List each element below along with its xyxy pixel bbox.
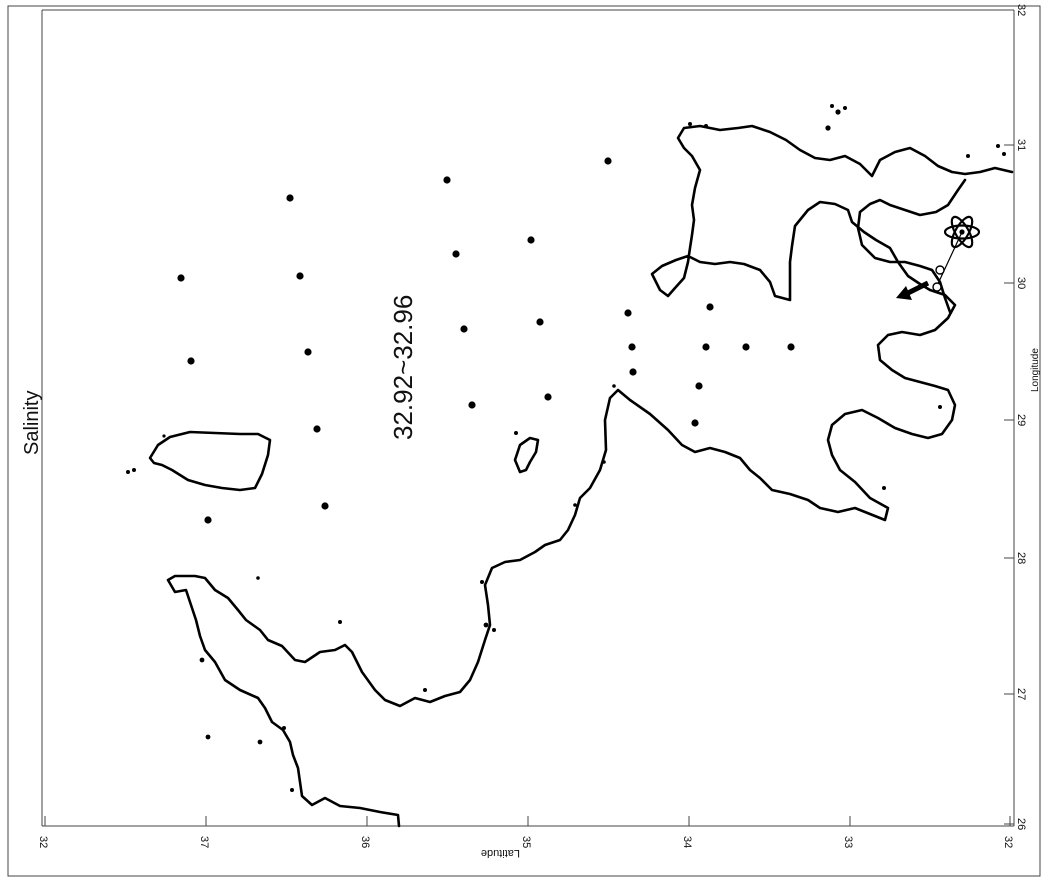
arrow-icon [896, 280, 930, 300]
station-point [321, 502, 329, 510]
y-tick-label: 30 [1015, 277, 1027, 289]
map-title: Salinity [21, 391, 43, 455]
x-tick-label: 35 [520, 836, 532, 848]
station-point [286, 194, 294, 202]
x-axis-tick-labels: 32 37 36 35 34 33 32 [37, 836, 1014, 848]
x-tick-label: 34 [681, 836, 693, 848]
station-point [527, 236, 535, 244]
y-axis-label: Longitude [1030, 348, 1041, 392]
station-points [177, 157, 795, 524]
y-tick-label: 31 [1015, 139, 1027, 151]
figure-border [7, 5, 1041, 877]
x-tick-label: 32 [1002, 836, 1014, 848]
nuclear-atom-icon [932, 215, 981, 292]
x-tick-label: 32 [37, 836, 49, 848]
station-point [706, 303, 714, 311]
station-point [204, 516, 212, 524]
y-tick-label: 28 [1015, 552, 1027, 564]
station-point [702, 343, 710, 351]
station-point [787, 343, 795, 351]
plot-frame [41, 9, 1015, 827]
station-point [443, 176, 451, 184]
x-axis-label: Latitude [481, 847, 520, 859]
y-tick-label: 29 [1015, 414, 1027, 426]
station-point [691, 419, 699, 427]
coastline [148, 124, 1014, 828]
station-point [468, 401, 476, 409]
station-point [304, 348, 312, 356]
station-point [460, 325, 468, 333]
station-point [296, 272, 304, 280]
station-point [604, 157, 612, 165]
x-tick-label: 37 [198, 836, 210, 848]
station-point [742, 343, 750, 351]
station-point [628, 343, 636, 351]
station-point [313, 425, 321, 433]
station-point [187, 357, 195, 365]
station-point [536, 318, 544, 326]
station-point [544, 393, 552, 401]
y-tick-label: 32 [1015, 4, 1027, 16]
salinity-range-label: 32.92~32.96 [388, 295, 418, 440]
x-tick-label: 33 [842, 836, 854, 848]
y-axis-tick-labels: 26 27 28 29 30 31 32 [1015, 4, 1027, 830]
station-point [629, 368, 637, 376]
station-point [624, 309, 632, 317]
x-tick-label: 36 [359, 836, 371, 848]
x-axis-ticks [44, 816, 1011, 826]
y-tick-label: 26 [1015, 818, 1027, 830]
y-axis-ticks [1004, 9, 1014, 825]
station-point [452, 250, 460, 258]
islets [126, 104, 1006, 792]
station-point [695, 382, 703, 390]
y-tick-label: 27 [1015, 688, 1027, 700]
station-point [177, 274, 185, 282]
